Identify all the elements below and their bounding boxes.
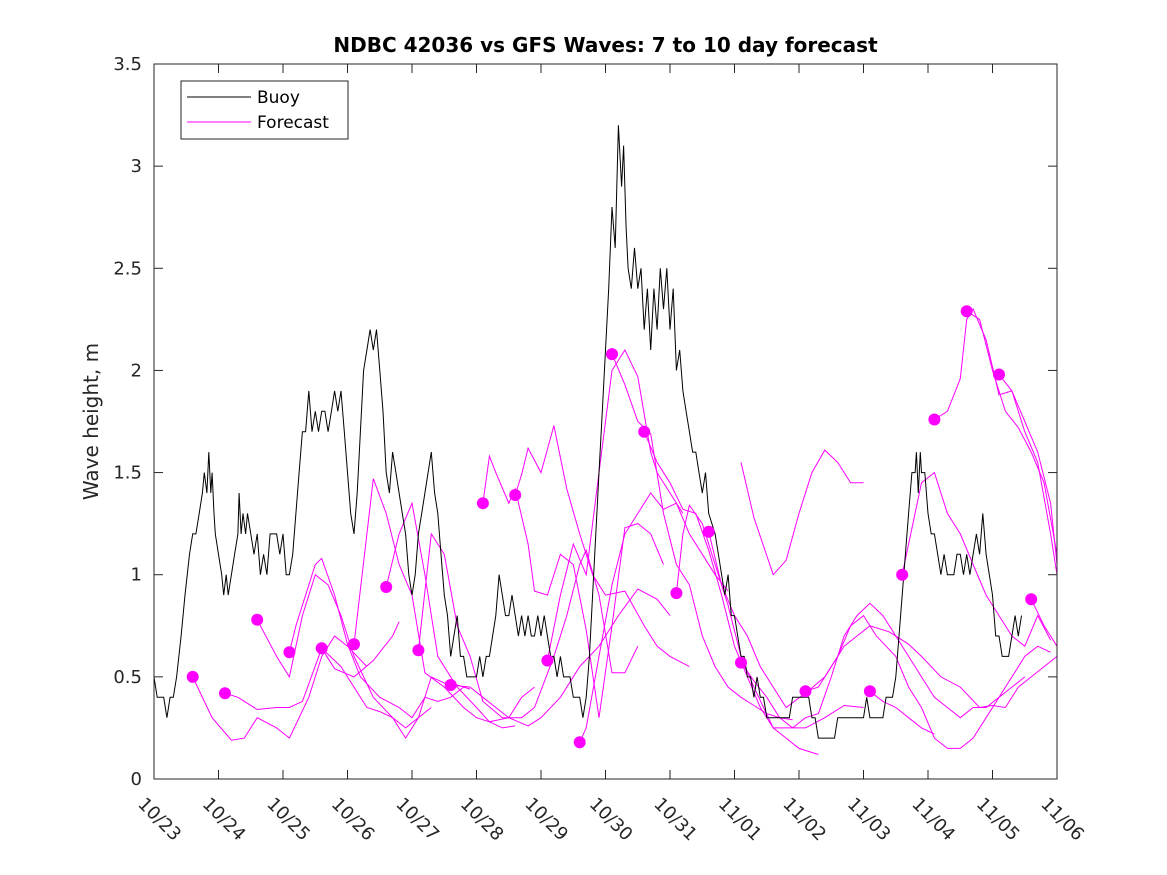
forecast-line-8 [450, 588, 671, 727]
chart-title: NDBC 42036 vs GFS Waves: 7 to 10 day for… [333, 33, 878, 57]
forecast-point-1 [219, 687, 231, 700]
forecast-point-22 [960, 305, 973, 318]
forecast-point-18 [799, 685, 812, 698]
forecast-point-3 [283, 646, 296, 659]
forecast-point-14 [638, 425, 651, 438]
forecast-line-6 [385, 501, 535, 723]
forecast-point-9 [476, 497, 489, 510]
forecast-point-5 [348, 638, 360, 651]
forecast-point-16 [702, 525, 715, 538]
forecast-line-14 [643, 431, 819, 755]
forecast-line-19 [869, 690, 935, 735]
y-tick-label-5: 2.5 [113, 258, 142, 279]
forecast-point-10 [509, 489, 522, 501]
forecast-line-3 [288, 557, 464, 719]
y-tick-label-1: 0.5 [113, 667, 142, 688]
y-tick-label-7: 3.5 [113, 54, 142, 75]
legend-buoy-label: Buoy [257, 88, 300, 108]
forecast-line-25 [1030, 598, 1058, 647]
forecast-line-7 [417, 532, 639, 719]
y-tick-label-0: 0 [131, 769, 142, 790]
forecast-line-23 [966, 310, 1058, 596]
series-layer [153, 125, 1058, 755]
forecast-point-4 [315, 642, 328, 655]
buoy-line [153, 125, 1022, 739]
forecast-line-11 [546, 348, 684, 661]
forecast-point-6 [380, 581, 393, 593]
forecast-line-0 [192, 635, 368, 741]
forecast-point-2 [251, 613, 264, 626]
forecast-point-8 [444, 679, 457, 691]
forecast-point-0 [186, 670, 199, 683]
forecast-point-11 [541, 654, 554, 667]
forecast-line-10 [514, 425, 690, 668]
forecast-line-22 [934, 308, 1058, 575]
forecast-point-19 [863, 685, 876, 698]
y-tick-label-4: 2 [131, 360, 142, 381]
forecast-point-12 [573, 736, 586, 749]
forecast-point-7 [412, 644, 425, 657]
forecast-line-2 [256, 573, 432, 740]
forecast-point-23 [993, 368, 1005, 381]
legend-box [180, 80, 349, 140]
forecast-point-17 [735, 656, 747, 669]
forecast-line-21 [901, 471, 1052, 647]
forecast-point-21 [928, 413, 941, 426]
y-tick-label-6: 3 [131, 156, 142, 177]
forecast-point-13 [606, 348, 618, 361]
y-tick-label-2: 1 [131, 565, 142, 586]
forecast-point-24 [1025, 593, 1038, 606]
legend-forecast-label: Forecast [257, 113, 329, 133]
legend: Buoy Forecast [180, 80, 349, 140]
forecast-line-24 [998, 374, 1058, 565]
forecast-point-20 [896, 568, 909, 581]
y-tick-label-3: 1.5 [113, 463, 142, 484]
y-axis-label: Wave height, m [79, 343, 103, 500]
forecast-point-15 [670, 587, 683, 600]
forecast-line-1 [224, 621, 400, 711]
forecast-line-20 [740, 449, 864, 576]
forecast-line-18 [805, 625, 1058, 709]
forecast-line-12 [579, 492, 729, 743]
